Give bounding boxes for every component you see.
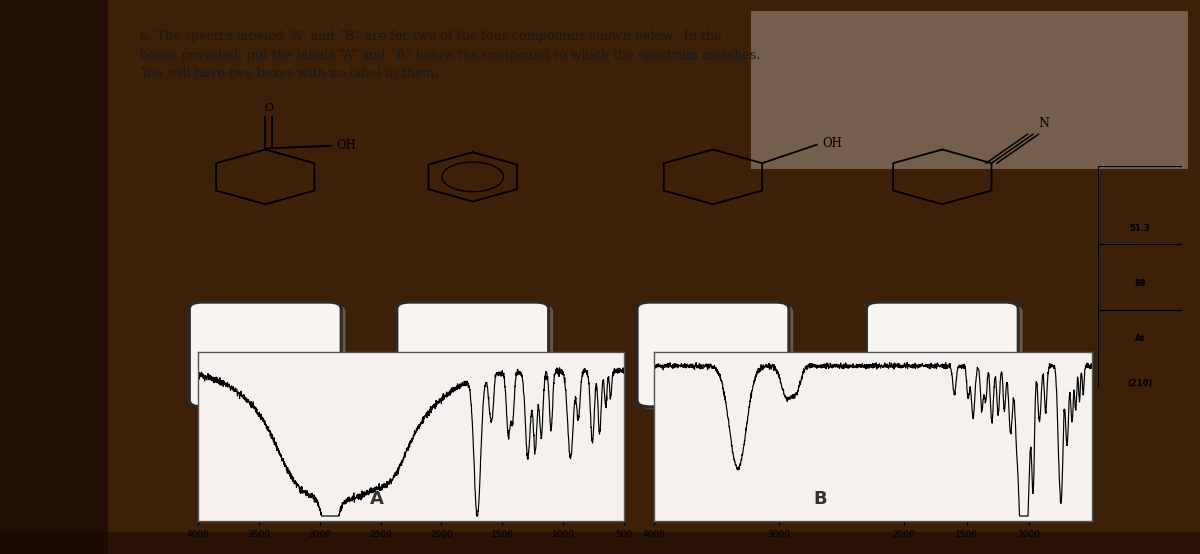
Text: 6. The spectra labeled “A” and “B” are for two of the four compounds shown below: 6. The spectra labeled “A” and “B” are f… [139, 29, 760, 80]
FancyBboxPatch shape [397, 302, 548, 407]
Text: O: O [264, 102, 274, 112]
FancyBboxPatch shape [401, 305, 553, 409]
Text: B: B [814, 490, 827, 508]
Text: At: At [1135, 335, 1145, 343]
FancyBboxPatch shape [190, 302, 341, 407]
Text: OH: OH [336, 139, 356, 152]
Text: A: A [370, 490, 384, 508]
Text: 88: 88 [1134, 279, 1146, 288]
Bar [0, 0, 108, 554]
FancyBboxPatch shape [637, 302, 788, 407]
FancyBboxPatch shape [193, 305, 346, 409]
Bar [751, 11, 1188, 169]
FancyBboxPatch shape [866, 302, 1018, 407]
Text: 51.3: 51.3 [1129, 224, 1151, 233]
Text: OH: OH [822, 137, 842, 150]
FancyBboxPatch shape [642, 305, 793, 409]
Text: N: N [1038, 117, 1050, 130]
Bar [0, 532, 1200, 554]
FancyBboxPatch shape [871, 305, 1022, 409]
Text: (210): (210) [1127, 379, 1153, 388]
